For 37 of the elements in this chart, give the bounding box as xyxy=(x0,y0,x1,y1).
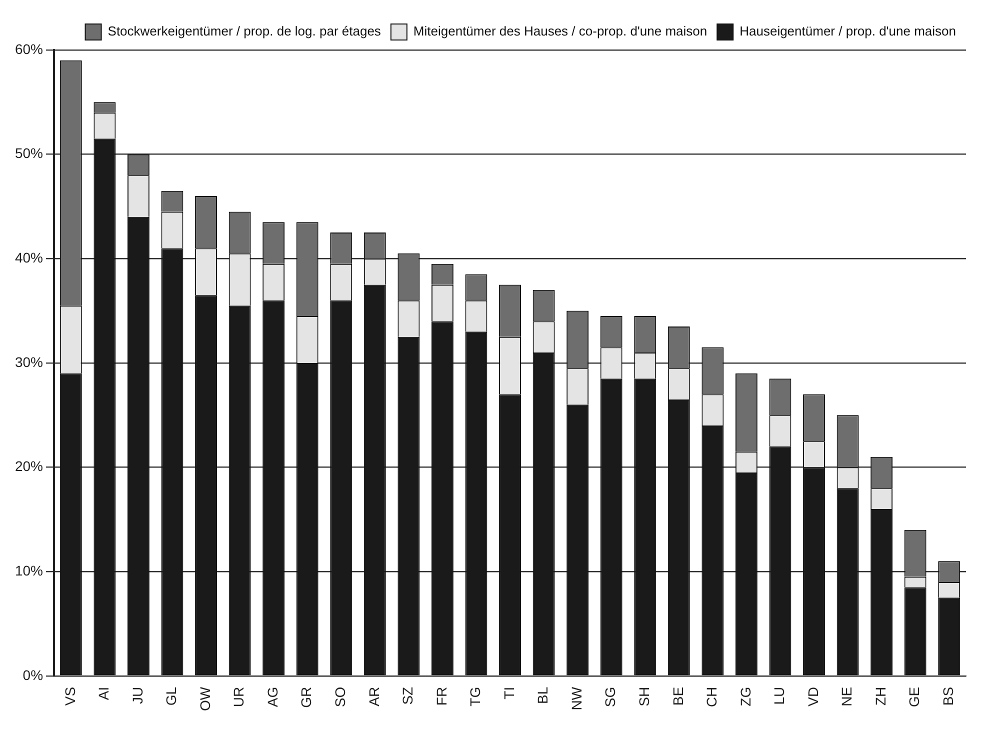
x-tick-label: GR xyxy=(298,686,314,708)
x-tick-label: SZ xyxy=(400,686,416,705)
y-tick-label: 50% xyxy=(14,145,44,162)
x-tick-label: FR xyxy=(433,686,450,706)
x-tick-label: TI xyxy=(500,686,517,700)
x-tick-label: GL xyxy=(163,686,180,706)
x-tick-label: TG xyxy=(467,686,484,706)
legend-label: Miteigentümer des Hauses / co-prop. d'une maison xyxy=(413,24,708,39)
y-tick-label: 0% xyxy=(22,666,44,683)
x-tick-label: SG xyxy=(602,686,618,708)
y-tick-label: 20% xyxy=(14,458,44,474)
x-tick-label: GE xyxy=(906,686,922,708)
x-tick-label: BE xyxy=(670,686,686,706)
x-tick-label: UR xyxy=(230,686,247,708)
y-tick-label: 60% xyxy=(14,40,44,57)
legend-label: Stockwerkeigentümer / prop. de log. par étages xyxy=(108,24,382,39)
x-tick-label: ZH xyxy=(872,686,888,706)
x-tick-label: AI xyxy=(96,686,112,700)
x-tick-label: AR xyxy=(366,686,382,706)
y-tick-label: 30% xyxy=(14,354,44,370)
x-tick-label: BL xyxy=(534,686,551,704)
x-tick-label: BS xyxy=(940,686,956,706)
x-tick-label: AG xyxy=(264,686,280,708)
x-tick-label: LU xyxy=(771,686,788,705)
x-tick-label: JU xyxy=(129,686,146,704)
x-tick-label: NW xyxy=(568,686,584,710)
x-tick-label: NE xyxy=(838,686,855,706)
x-tick-label: CH xyxy=(704,686,720,708)
x-tick-label: VS xyxy=(62,686,78,706)
y-tick-label: 10% xyxy=(14,562,44,578)
x-tick-label: VD xyxy=(804,686,821,706)
x-tick-label: SO xyxy=(332,686,348,708)
x-tick-label: SH xyxy=(636,686,652,706)
x-tick-label: ZG xyxy=(737,686,754,706)
y-tick-label: 40% xyxy=(14,249,44,266)
legend-label: Hauseigentümer / prop. d'une maison xyxy=(740,24,956,39)
x-tick-label: OW xyxy=(196,686,213,712)
